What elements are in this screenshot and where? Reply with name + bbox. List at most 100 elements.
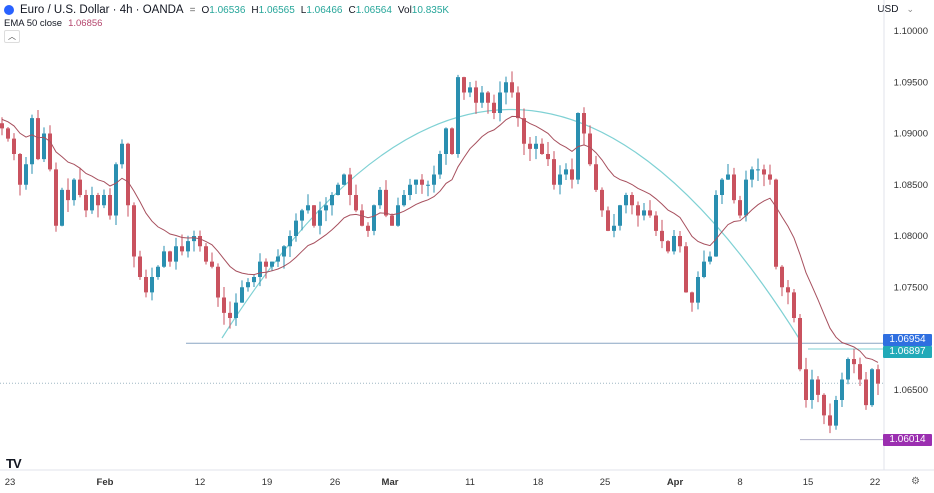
ema-value: 1.06856 <box>68 18 103 29</box>
candle <box>804 357 808 408</box>
candle <box>114 162 118 226</box>
candle <box>546 142 550 166</box>
candle <box>684 242 688 293</box>
candle <box>798 314 802 372</box>
candle <box>636 201 640 227</box>
candle <box>480 86 484 108</box>
candle <box>186 235 190 258</box>
rounded-top-arc[interactable] <box>221 109 801 341</box>
time-axis-label: 15 <box>803 477 814 488</box>
candle <box>504 76 508 105</box>
candle <box>750 166 754 188</box>
time-axis-label: Feb <box>97 477 114 488</box>
candle <box>84 189 88 218</box>
candle <box>294 213 298 242</box>
candle <box>66 178 70 213</box>
candle <box>738 195 742 219</box>
candle <box>246 278 250 292</box>
ema-label: EMA 50 close <box>4 18 63 29</box>
price-badge: 1.06897 <box>883 346 932 358</box>
candle <box>822 393 826 425</box>
candle <box>816 376 820 403</box>
candle <box>462 76 466 100</box>
candle <box>90 186 94 214</box>
candle <box>762 164 766 187</box>
candle <box>18 153 22 196</box>
candle <box>300 208 304 231</box>
candle <box>174 237 178 270</box>
ema-legend[interactable]: EMA 50 close 1.06856 <box>4 18 102 29</box>
candle <box>120 139 124 169</box>
candle <box>414 179 418 195</box>
volume-label: Vol <box>397 4 412 16</box>
ema-50-line[interactable] <box>1 115 879 363</box>
candle <box>24 157 28 190</box>
time-axis-label: 19 <box>262 477 273 488</box>
candle <box>432 165 436 193</box>
candle <box>648 200 652 218</box>
open-value: 1.06536 <box>209 4 246 16</box>
time-axis-label: Apr <box>667 477 684 488</box>
candle <box>312 204 316 228</box>
low-label: L <box>300 4 307 16</box>
candle <box>768 164 772 185</box>
candle <box>828 403 832 434</box>
candle <box>306 194 310 214</box>
candle <box>252 274 256 287</box>
candle <box>318 201 322 235</box>
candle <box>288 230 292 257</box>
candle <box>516 86 520 127</box>
candle <box>594 155 598 192</box>
time-axis-label: 8 <box>737 477 742 488</box>
candle <box>672 230 676 255</box>
high-label: H <box>251 4 259 16</box>
candle <box>402 190 406 207</box>
currency-selector[interactable]: USD ⌄ <box>877 4 914 15</box>
candle <box>72 178 76 206</box>
candle <box>372 204 376 236</box>
candle <box>6 126 10 142</box>
gear-icon[interactable]: ⚙ <box>911 476 920 487</box>
price-axis-label: 1.08000 <box>894 231 928 242</box>
candle <box>396 197 400 227</box>
symbol-title[interactable]: Euro / U.S. Dollar · 4h · OANDA <box>20 4 184 16</box>
candle <box>102 189 106 209</box>
candle <box>450 127 454 155</box>
candle <box>498 81 502 122</box>
tradingview-logo[interactable]: TV <box>6 456 22 471</box>
candle <box>366 222 370 237</box>
price-axis-label: 1.07500 <box>894 282 928 293</box>
time-axis-label: 12 <box>195 477 206 488</box>
candle <box>342 173 346 186</box>
candle <box>276 249 280 268</box>
high-value: 1.06565 <box>258 4 295 16</box>
candle <box>282 245 286 269</box>
candle <box>420 174 424 194</box>
candle <box>732 167 736 204</box>
candle <box>624 192 628 214</box>
candle <box>228 301 232 329</box>
candle <box>852 348 856 374</box>
candle <box>660 219 664 249</box>
candle <box>618 204 622 231</box>
collapse-legend-button[interactable]: ︿ <box>4 30 20 43</box>
candle <box>552 151 556 190</box>
candle <box>678 231 682 253</box>
candle <box>408 178 412 201</box>
candle <box>714 190 718 257</box>
candle <box>840 372 844 407</box>
candle <box>858 357 862 386</box>
candle <box>54 162 58 232</box>
candle <box>792 288 796 323</box>
candle <box>456 74 460 158</box>
candle <box>48 125 52 172</box>
candle <box>444 127 448 165</box>
price-badge: 1.06014 <box>883 433 932 446</box>
candle <box>324 197 328 222</box>
candle <box>96 192 100 218</box>
candle <box>468 81 472 98</box>
candle <box>240 280 244 303</box>
candle <box>42 127 46 163</box>
candle <box>150 267 154 301</box>
